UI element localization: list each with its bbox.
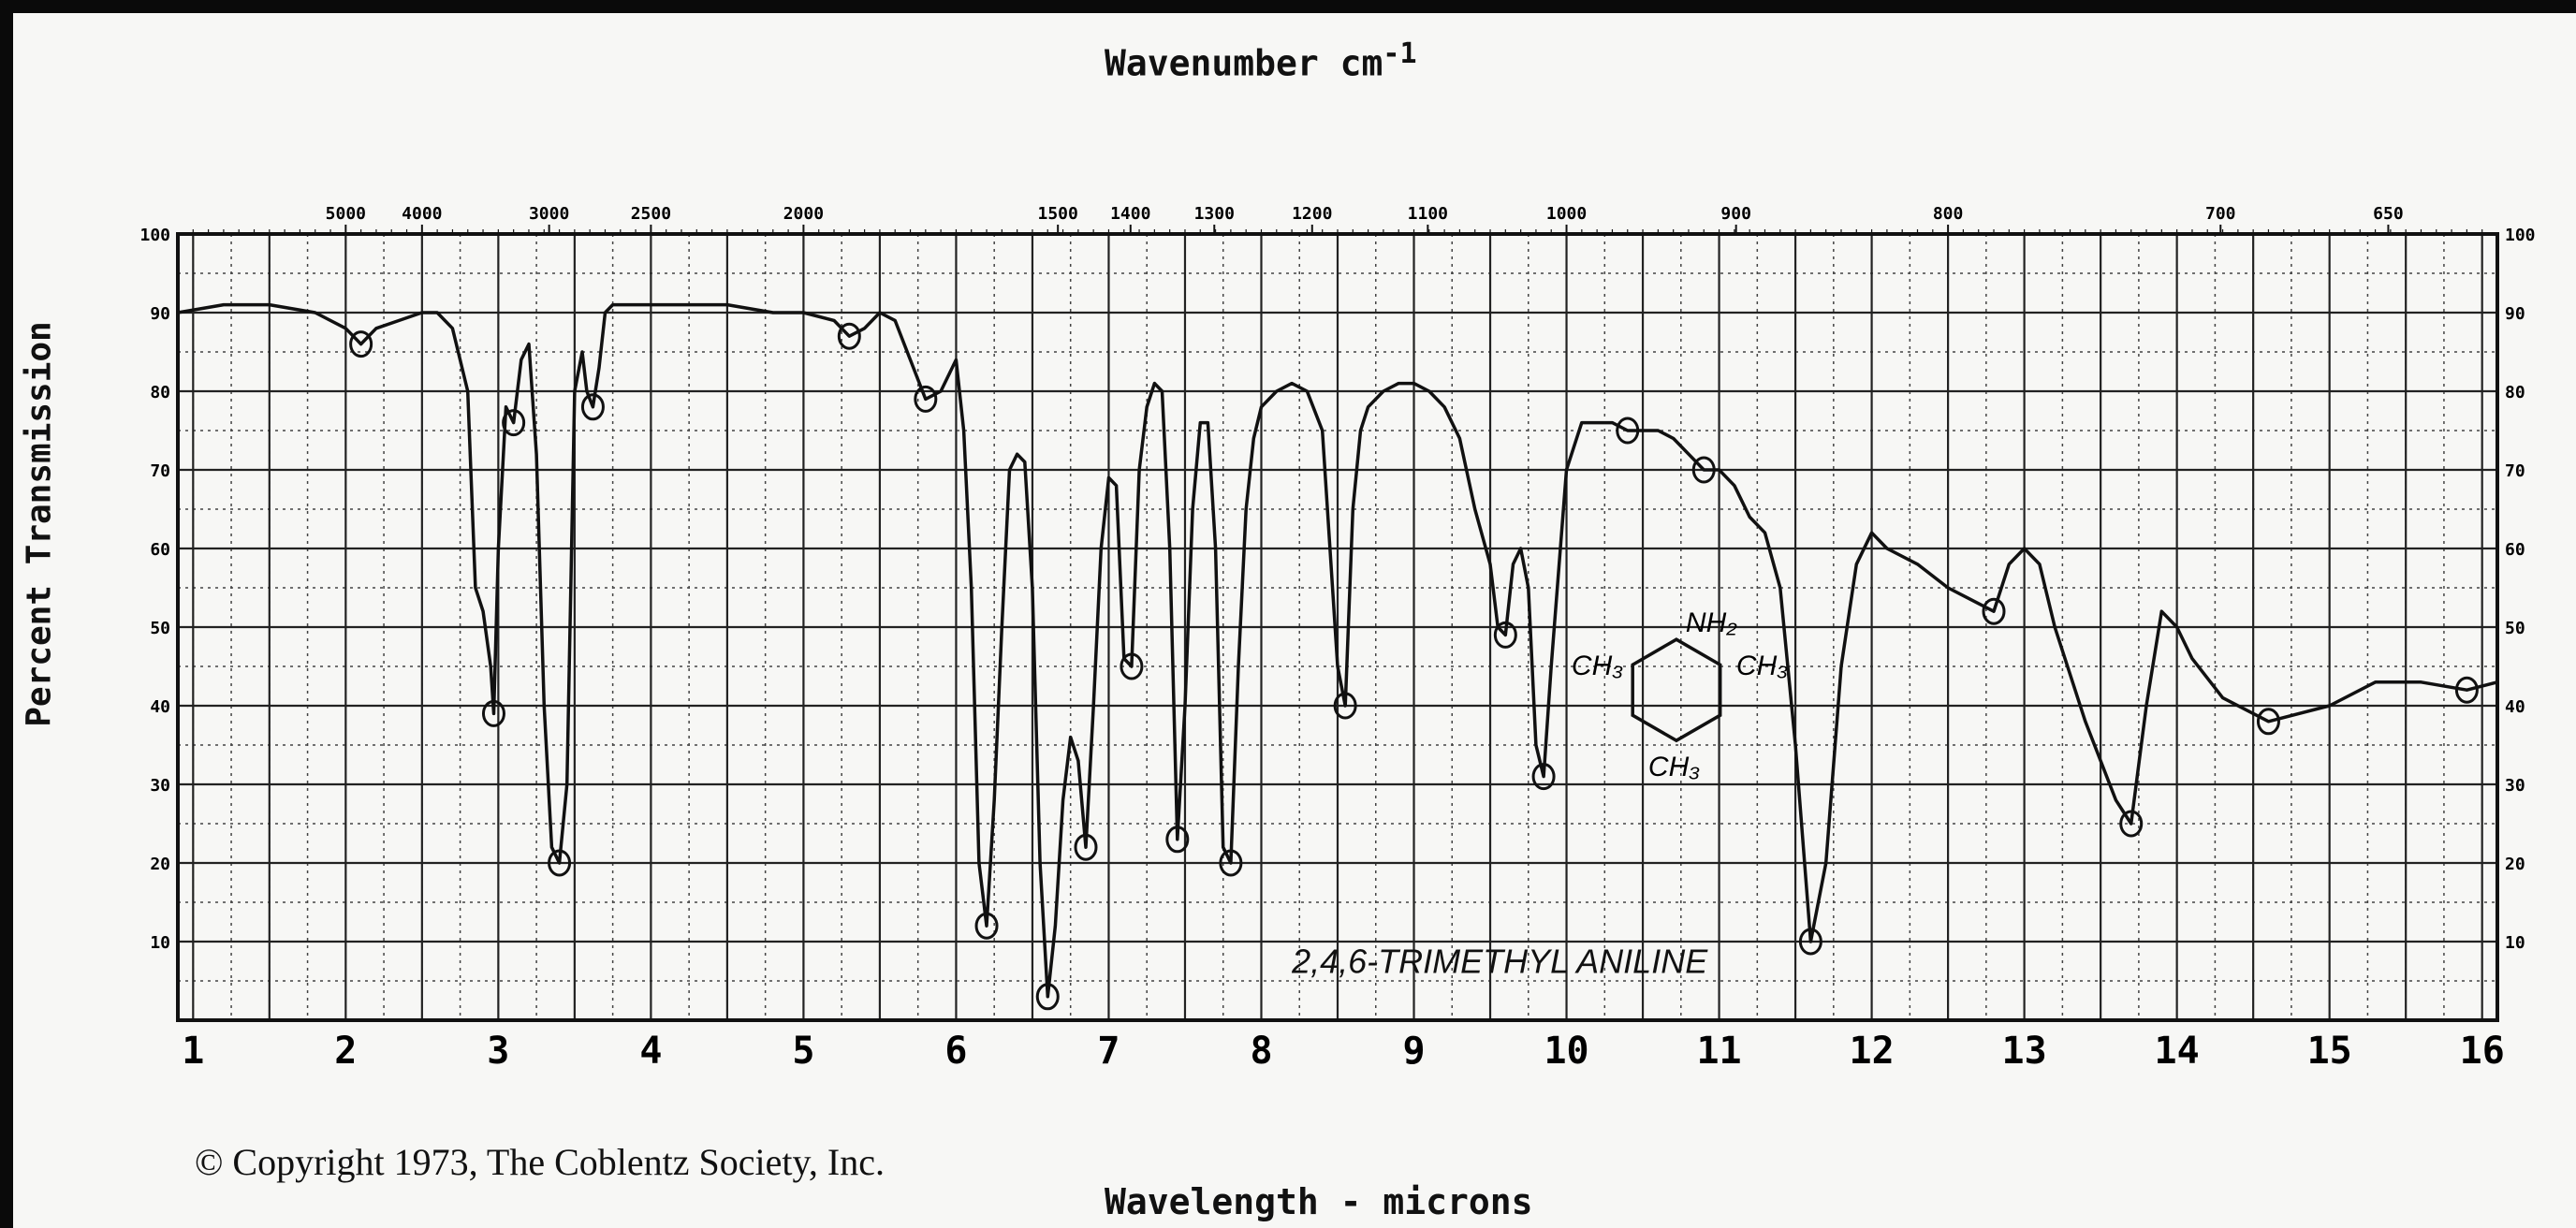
wavenumber-tick-label: 1400	[1110, 204, 1150, 224]
peak-marker	[914, 385, 938, 413]
wavenumber-tick-label: 650	[2373, 204, 2404, 224]
peak-marker	[1531, 763, 1556, 791]
y-tick-label-right: 30	[2505, 776, 2525, 796]
wavenumber-tick-label: 5000	[326, 204, 366, 224]
scan-border-top	[0, 0, 2576, 13]
compound-name-annotation: 2,4,6-TRIMETHYL ANILINE	[1291, 943, 1708, 981]
peak-marker	[1691, 456, 1716, 484]
wavenumber-tick-label: 700	[2205, 204, 2236, 224]
methyl-bottom-label: CH₃	[1648, 752, 1700, 782]
wavenumber-tick-label: 4000	[402, 204, 442, 224]
y-tick-label-right: 50	[2505, 619, 2525, 638]
peak-marker	[481, 699, 505, 727]
x-tick-label: 14	[2155, 1030, 2200, 1073]
y-tick-label-right: 20	[2505, 855, 2525, 874]
peak-marker	[2454, 676, 2479, 704]
peak-marker	[1120, 652, 1144, 680]
x-tick-label: 13	[2002, 1030, 2047, 1073]
amine-group-label: NH₂	[1686, 607, 1737, 638]
y-tick-label-left: 100	[139, 226, 170, 245]
peak-markers	[349, 322, 2479, 1011]
y-tick-label-right: 80	[2505, 383, 2525, 402]
y-tick-label-right: 40	[2505, 697, 2525, 717]
peak-marker	[1219, 849, 1243, 877]
x-tick-label: 6	[944, 1030, 967, 1073]
peak-marker	[1165, 826, 1190, 854]
x-tick-label: 4	[639, 1030, 662, 1073]
y-tick-label-left: 70	[150, 461, 170, 481]
y-tick-label-left: 60	[150, 540, 170, 560]
wavenumber-tick-label: 2000	[783, 204, 824, 224]
peak-marker	[837, 322, 861, 350]
x-axis-label: Wavelength - microns	[1105, 1181, 1533, 1222]
peak-marker	[1333, 692, 1357, 720]
peak-marker	[1798, 928, 1822, 956]
peak-marker	[548, 849, 572, 877]
x-tick-label: 9	[1402, 1030, 1425, 1073]
methyl-right-label: CH₃	[1736, 651, 1788, 681]
peak-marker	[2256, 708, 2280, 736]
x-tick-label: 2	[334, 1030, 357, 1073]
x-tick-label: 1	[182, 1030, 204, 1073]
wavenumber-tick-label: 800	[1933, 204, 1964, 224]
wavenumber-tick-label: 2500	[631, 204, 671, 224]
chart-title: Wavenumber cm-1	[1105, 37, 1417, 84]
peak-marker	[1493, 621, 1517, 649]
x-tick-label: 11	[1696, 1030, 1741, 1073]
y-tick-label-left: 90	[150, 304, 170, 324]
x-tick-label: 3	[487, 1030, 509, 1073]
copyright-notice: © Copyright 1973, The Coblentz Society, …	[195, 1141, 885, 1183]
y-tick-label-left: 30	[150, 776, 170, 796]
wavenumber-tick-label: 1100	[1408, 204, 1448, 224]
peak-marker	[580, 393, 605, 421]
wavenumber-tick-label: 1500	[1037, 204, 1077, 224]
molecule-structure: NH₂ CH₃ CH₃ CH₃	[1572, 607, 1788, 782]
y-tick-label-left: 50	[150, 619, 170, 638]
scan-border-left	[0, 0, 13, 1228]
x-tick-label: 15	[2307, 1030, 2352, 1073]
spectrum-line	[177, 302, 2498, 999]
y-tick-label-right: 60	[2505, 540, 2525, 560]
y-tick-label-right: 70	[2505, 461, 2525, 481]
peak-marker	[974, 912, 999, 940]
x-tick-label: 5	[792, 1030, 814, 1073]
peak-marker	[2119, 810, 2144, 838]
y-tick-label-right: 90	[2505, 304, 2525, 324]
y-tick-label-left: 40	[150, 697, 170, 717]
wavenumber-tick-label: 1200	[1292, 204, 1332, 224]
methyl-left-label: CH₃	[1572, 651, 1623, 681]
x-tick-label: 7	[1097, 1030, 1120, 1073]
y-tick-label-left: 10	[150, 933, 170, 953]
x-tick-label: 16	[2460, 1030, 2505, 1073]
wavenumber-tick-label: 1000	[1546, 204, 1587, 224]
y-tick-label-right: 100	[2505, 226, 2536, 245]
y-axis-right: 10 20 30 40 50 60 70 80 90 100	[2505, 226, 2536, 953]
peak-marker	[502, 409, 526, 437]
x-axis: 1 2 3 4 5 6 7 8 9 10 11 12 13 14 15 16	[182, 1030, 2505, 1073]
peak-marker	[349, 330, 373, 358]
y-tick-label-left: 20	[150, 855, 170, 874]
wavenumber-axis: 5000 4000 3000 2500 2000 1500 1400 1300 1200 1100…	[192, 204, 2483, 234]
peak-marker	[1982, 597, 2006, 625]
x-tick-label: 8	[1250, 1030, 1272, 1073]
y-tick-label-right: 10	[2505, 933, 2525, 953]
wavenumber-tick-label: 1300	[1194, 204, 1235, 224]
y-tick-label-left: 80	[150, 383, 170, 402]
x-tick-label: 12	[1850, 1030, 1895, 1073]
peak-marker	[1074, 833, 1098, 861]
minor-grid	[178, 234, 2497, 1020]
y-axis-left: 10 20 30 40 50 60 70 80 90 100	[139, 226, 170, 953]
benzene-ring	[1631, 637, 1722, 743]
wavenumber-tick-label: 3000	[529, 204, 569, 224]
x-tick-label: 10	[1544, 1030, 1588, 1073]
peak-marker	[1035, 983, 1060, 1011]
wavenumber-tick-label: 900	[1720, 204, 1751, 224]
peak-marker	[1616, 417, 1640, 445]
